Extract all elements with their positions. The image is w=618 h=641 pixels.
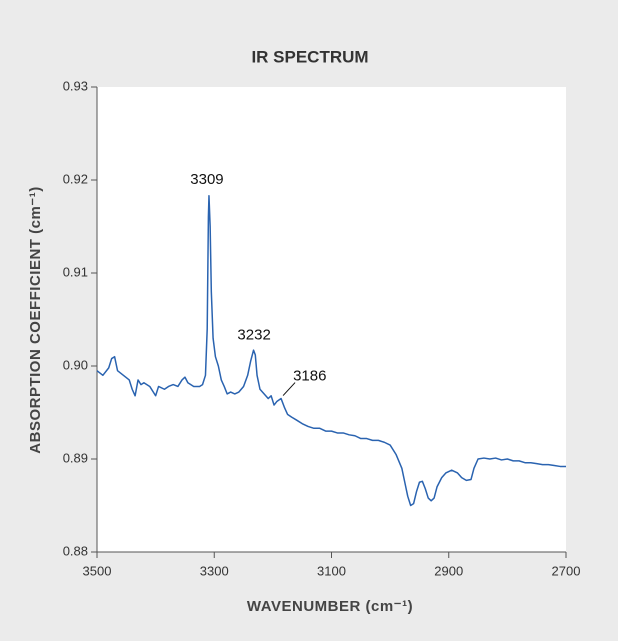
x-tick-label: 3100	[317, 563, 346, 578]
plot-area	[97, 87, 566, 552]
x-tick-label: 3500	[83, 563, 112, 578]
x-tick-label: 3300	[200, 563, 229, 578]
x-tick-label: 2700	[552, 563, 581, 578]
annotation-leader	[282, 382, 296, 396]
y-axis-label: ABSORPTION COEFFICIENT (cm⁻¹)	[27, 186, 44, 453]
annotation: 3186	[293, 368, 326, 385]
y-tick-label: 0.90	[63, 357, 88, 372]
y-tick-label: 0.88	[63, 543, 88, 558]
y-tick-label: 0.89	[63, 450, 88, 465]
annotation: 3232	[237, 327, 270, 344]
spectrum-line	[96, 195, 566, 507]
y-tick-label: 0.92	[63, 171, 88, 186]
annotation: 3309	[190, 171, 223, 188]
y-tick-label: 0.91	[63, 264, 88, 279]
chart-title: IR SPECTRUM	[251, 47, 368, 66]
x-tick-label: 2900	[434, 563, 463, 578]
x-axis-label: WAVENUMBER (cm⁻¹)	[247, 598, 413, 615]
y-tick-label: 0.93	[63, 78, 88, 93]
